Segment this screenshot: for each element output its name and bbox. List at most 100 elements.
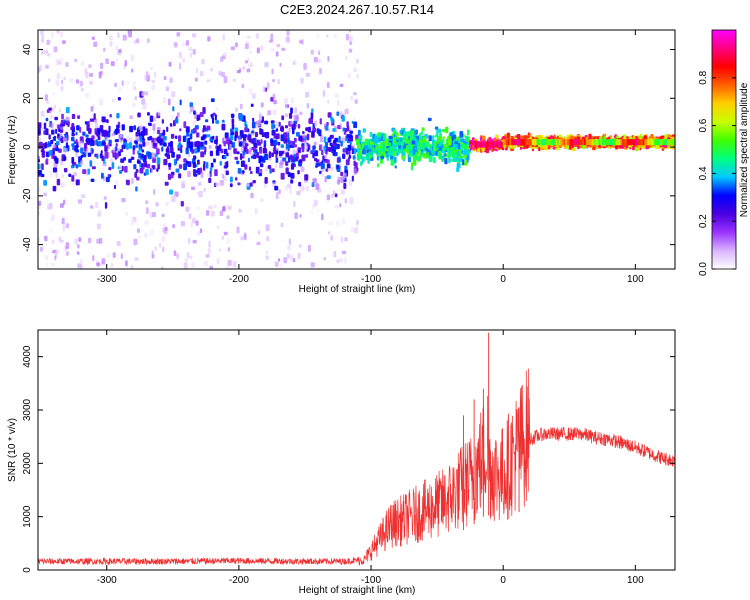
spectrogram-cell — [189, 143, 193, 150]
spectrogram-cell — [178, 52, 183, 59]
spectrogram-cell — [136, 176, 140, 181]
spectrogram-cell — [141, 130, 145, 137]
spectrogram-cell — [251, 130, 255, 134]
spectrogram-cell — [121, 144, 126, 149]
spectrogram-cell — [47, 53, 50, 57]
spectrogram-cell — [89, 121, 93, 126]
spectrogram-cell — [350, 227, 355, 233]
spectrogram-cell — [141, 149, 145, 153]
spectrogram-cell — [340, 236, 344, 243]
spectrogram-cell — [423, 147, 426, 152]
spectrogram-cell — [516, 134, 521, 139]
spectrogram-cell — [277, 258, 281, 262]
snr-y-ticks: 0 1000 2000 3000 4000 — [22, 345, 675, 573]
spectrogram-cell — [45, 50, 48, 54]
spectrogram-cell — [99, 153, 103, 159]
spectrogram-cell — [259, 163, 264, 168]
spectrogram-cell — [265, 166, 268, 172]
spectrogram-cell — [75, 164, 79, 169]
spectrogram-cell — [269, 168, 272, 174]
spectrogram-cell — [96, 223, 101, 230]
spectrogram-cell — [286, 30, 290, 36]
y-tick-label: -40 — [22, 237, 33, 252]
spectrogram-cell — [188, 46, 193, 51]
spectrogram-cell — [340, 140, 343, 147]
spectrogram-cell — [161, 213, 165, 218]
spectrogram-cell — [277, 79, 280, 85]
spectrogram-cell — [183, 135, 187, 142]
spectrogram-cell — [285, 125, 288, 129]
spectrogram-cell — [121, 165, 124, 172]
spectrogram-cell — [144, 160, 147, 168]
spectrogram-cell — [151, 137, 155, 144]
snr-series — [38, 332, 675, 566]
spectrogram-cell — [114, 82, 117, 88]
spectrogram-cell — [460, 138, 465, 142]
spectrogram-cell — [202, 134, 207, 139]
spectrogram-cell — [201, 59, 205, 65]
spectrogram-cell — [274, 161, 278, 169]
spectrogram-cell — [287, 171, 291, 177]
spectrogram-cell — [132, 145, 136, 151]
spectrogram-cell — [50, 31, 54, 39]
spectrogram-cell — [155, 202, 159, 207]
spectrogram-cell — [65, 242, 70, 249]
spectrogram-cell — [71, 164, 74, 169]
spectrogram-cell — [491, 141, 494, 148]
spectrogram-cell — [117, 97, 121, 101]
spectrogram-cell — [534, 139, 537, 146]
spectrogram-cell — [267, 110, 272, 116]
spectrogram-cell — [362, 128, 366, 133]
spectrogram-cell — [249, 50, 252, 54]
spectrogram-cell — [150, 167, 153, 174]
spectrogram-cell — [275, 133, 280, 140]
spectrogram-cell — [427, 117, 432, 122]
spectrogram-cell — [310, 210, 314, 214]
spectrogram-cell — [135, 169, 139, 173]
spectrogram-cell — [252, 93, 256, 99]
spectrogram-cell — [89, 160, 93, 167]
spectrogram-cell — [212, 117, 215, 124]
spectrogram-cell — [61, 40, 66, 44]
spectrogram-cell — [347, 73, 351, 79]
spectrogram-cell — [419, 142, 422, 148]
spectrogram-cell — [231, 118, 235, 124]
spectrogram-cell — [267, 165, 272, 169]
spectrogram-cell — [660, 135, 664, 141]
spectrogram-cell — [240, 160, 245, 167]
spectrogram-cell — [348, 137, 351, 142]
spectrogram-cell — [61, 79, 64, 85]
spectrogram-cell — [328, 221, 333, 226]
spectrogram-cell — [40, 126, 43, 131]
x-tick-label: 100 — [627, 575, 644, 586]
spectrogram-cell — [265, 131, 270, 139]
spectrogram-cell — [91, 36, 95, 40]
spectrogram-cell — [208, 177, 212, 183]
spectrogram-cell — [145, 169, 149, 176]
spectrogram-cell — [51, 262, 55, 267]
spectrogram-cell — [645, 139, 648, 146]
spectrogram-cell — [497, 141, 501, 148]
spectrogram-cell — [197, 230, 200, 236]
spectrogram-cell — [254, 208, 258, 215]
spectrogram-cell — [118, 165, 121, 171]
spectrogram-cell — [587, 139, 590, 146]
spectrogram-cell — [304, 174, 309, 181]
spectrogram-cell — [194, 77, 198, 82]
spectrogram-cell — [136, 38, 140, 43]
spectrogram-cell — [260, 102, 264, 108]
spectrogram-cell — [265, 255, 269, 260]
spectrogram-cell — [262, 85, 266, 93]
spectrogram-cell — [441, 144, 444, 149]
colorbar-tick-label: 0.0 — [698, 262, 709, 276]
spectrogram-cell — [464, 159, 468, 166]
spectrogram-cell — [353, 160, 356, 167]
spectrogram-cell — [162, 129, 166, 136]
spectrogram-cell — [306, 103, 310, 109]
spectrogram-cell — [255, 33, 259, 39]
spectrogram-cell — [106, 119, 109, 124]
spectrogram-cell — [205, 119, 209, 123]
spectrogram-cell — [476, 148, 481, 153]
spectrogram-cell — [121, 80, 124, 86]
spectrogram-cell — [603, 139, 606, 146]
